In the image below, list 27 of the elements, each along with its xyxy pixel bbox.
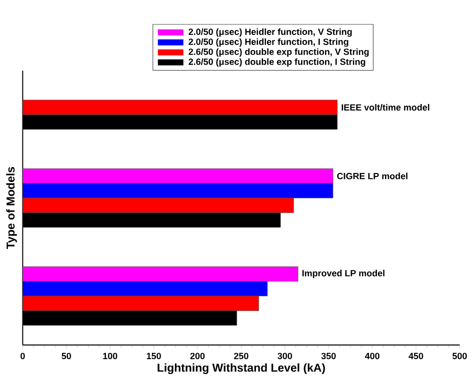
x-tick-label: 200 bbox=[190, 352, 205, 360]
y-tick-label: Improved LP model bbox=[302, 270, 384, 278]
legend-label: 2.6/50 (μsec) double exp function, I String bbox=[188, 58, 366, 67]
bar bbox=[22, 168, 334, 184]
x-tick-label: 50 bbox=[62, 352, 72, 360]
bar bbox=[22, 198, 294, 213]
y-tick-label: CIGRE LP model bbox=[337, 172, 408, 180]
x-tick-label: 450 bbox=[408, 352, 424, 360]
y-axis-title: Type of Models bbox=[6, 167, 17, 249]
bar bbox=[22, 266, 298, 282]
x-axis-title: Lightning Withstand Level (kA) bbox=[158, 363, 325, 374]
legend-label: 2.0/50 (μsec) Heidler function, I String bbox=[188, 38, 348, 47]
x-tick-label: 100 bbox=[103, 352, 118, 360]
x-tick-label: 250 bbox=[234, 352, 248, 360]
x-tick-label: 350 bbox=[321, 352, 336, 360]
bar bbox=[22, 296, 259, 311]
x-tick-label: 300 bbox=[278, 352, 292, 360]
bar bbox=[22, 281, 268, 296]
bar bbox=[22, 100, 338, 115]
x-tick-label: 500 bbox=[452, 352, 467, 360]
y-tick-label: IEEE volt/time model bbox=[342, 104, 430, 111]
legend-label: 2.0/50 (μsec) Heidler function, V String bbox=[188, 28, 352, 37]
x-tick-label: 0 bbox=[20, 352, 25, 360]
legend-label: 2.6/50 (μsec) double exp function, V String bbox=[188, 48, 369, 57]
bar bbox=[22, 183, 334, 198]
x-tick-label: 400 bbox=[364, 352, 380, 360]
x-tick-label: 150 bbox=[146, 352, 161, 360]
